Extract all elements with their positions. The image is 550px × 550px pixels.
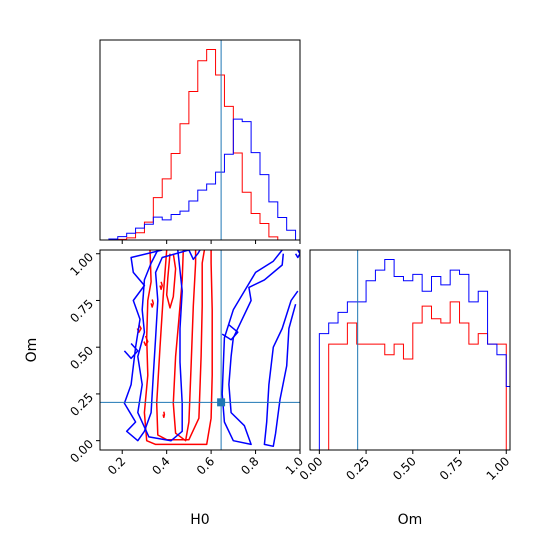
x-axis-label-h0: H0: [190, 512, 209, 528]
contour-red: [143, 250, 213, 446]
om-hist-x-tick-label: 0.25: [343, 454, 372, 483]
om-y-tick-label: 0.00: [67, 437, 96, 466]
om-hist-x-tick-label: 1.00: [484, 454, 513, 483]
om-y-tick-label: 0.25: [67, 390, 96, 419]
contour-blue: [221, 324, 239, 341]
contour-red: [150, 299, 155, 308]
om-y-tick-label: 0.50: [67, 343, 96, 372]
contour-red: [155, 250, 206, 441]
contour-red: [165, 253, 177, 309]
om-y-tick-label: 0.75: [67, 297, 96, 326]
om-histogram: [310, 259, 510, 450]
om-hist-red: [310, 301, 510, 450]
h0-x-tick-label: 0.2: [105, 454, 128, 477]
om-hist-x-tick-label: 0.50: [390, 454, 419, 483]
contour-blue: [123, 250, 190, 442]
h0-x-tick-label: 0.6: [194, 454, 217, 477]
om-hist-blue: [310, 259, 510, 450]
h0-x-tick-label: 0.4: [149, 454, 172, 477]
h0-hist-blue: [108, 118, 297, 240]
truth-marker: [217, 398, 226, 407]
y-axis-label-om: Om: [24, 338, 40, 363]
h0-hist-red: [108, 49, 296, 240]
contour-blue: [294, 250, 300, 259]
contour-red: [159, 281, 163, 291]
contour-blue: [221, 250, 285, 446]
contour-frame: [99, 249, 301, 451]
x-axis-label-om: Om: [398, 512, 423, 528]
contour-blue: [188, 250, 201, 261]
h0-om-contours: [123, 250, 300, 448]
contour-red: [162, 411, 166, 419]
contour-blue: [263, 290, 299, 448]
om-hist-x-tick-label: 0.75: [437, 454, 466, 483]
h0-histogram-frame: [99, 39, 301, 241]
h0-histogram: [108, 49, 297, 240]
om-y-tick-label: 1.00: [67, 250, 96, 279]
contour-red: [172, 250, 197, 442]
h0-x-tick-label: 0.8: [238, 454, 261, 477]
contour-blue: [137, 250, 183, 442]
om-histogram-frame: [309, 249, 511, 451]
